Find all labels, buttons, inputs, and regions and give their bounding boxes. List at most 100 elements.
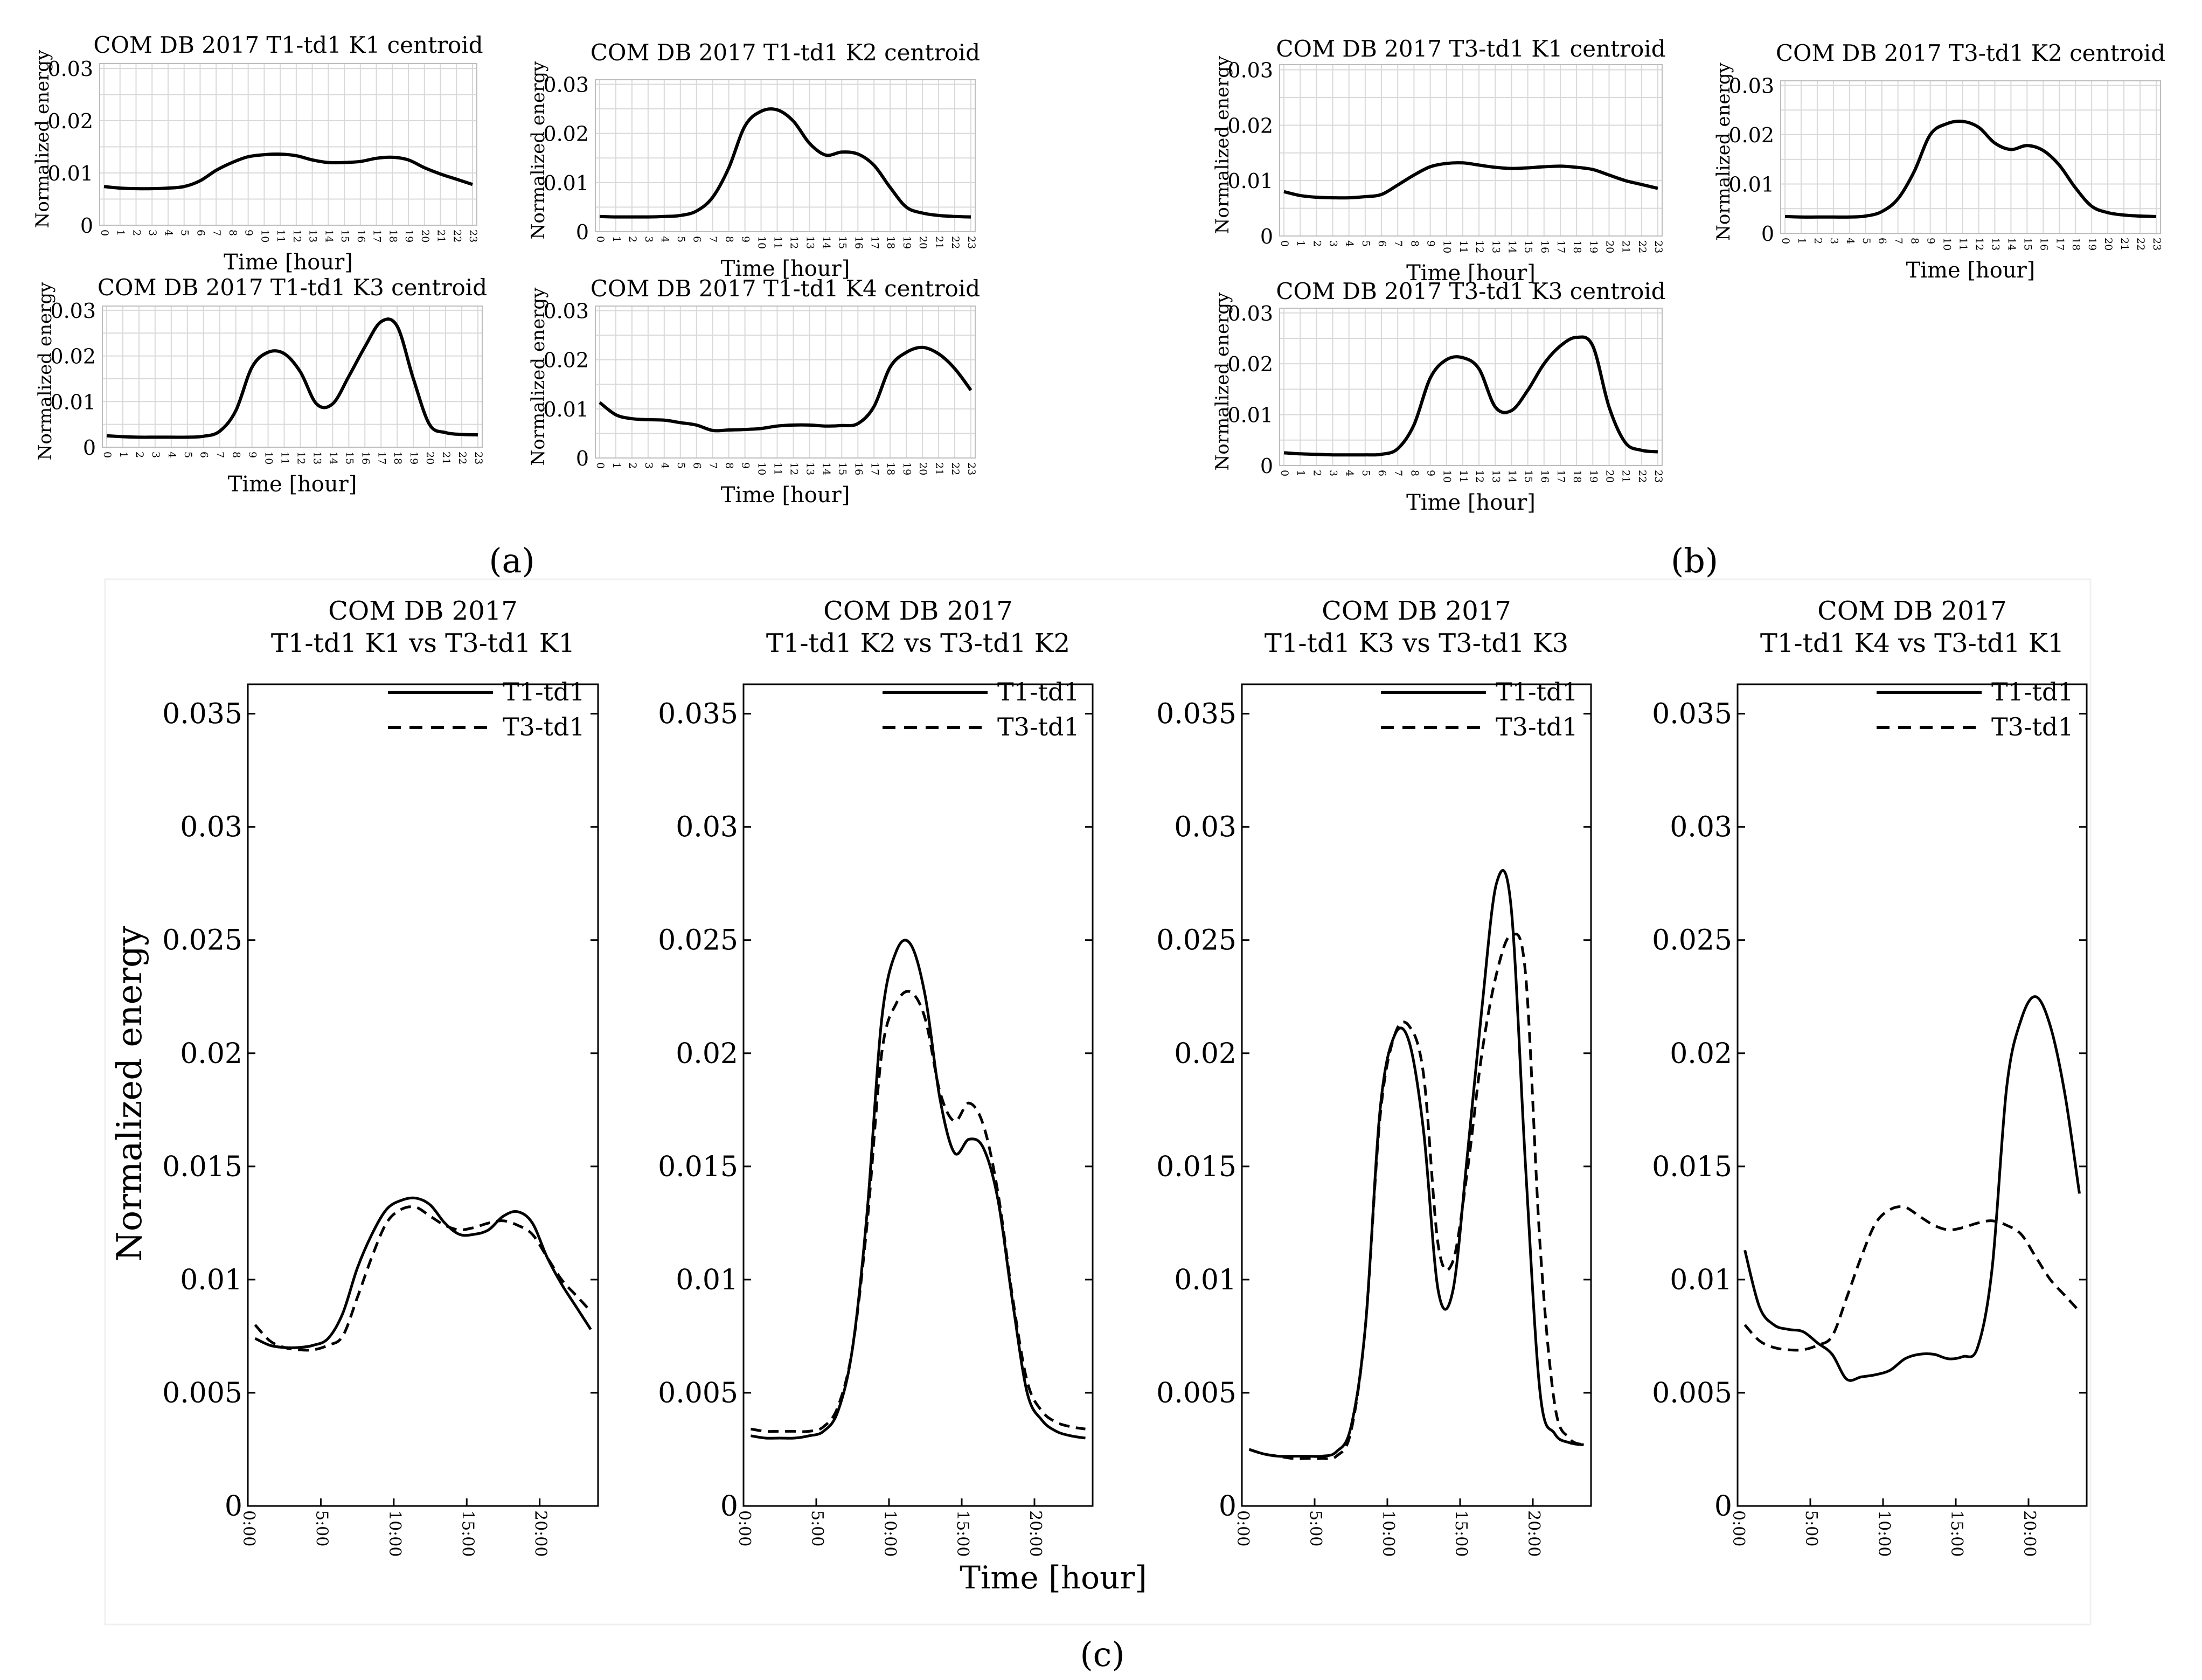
x-tick-label: 5 bbox=[675, 236, 687, 242]
legend-label: T1-td1 bbox=[1496, 677, 1578, 706]
x-tick-label: 10 bbox=[1941, 238, 1953, 251]
series-line bbox=[1784, 119, 2157, 219]
plot-frame bbox=[102, 306, 483, 448]
x-tick-label: 14 bbox=[2005, 238, 2017, 251]
x-tick-label: 15 bbox=[339, 230, 351, 242]
series-line-t1-td1 bbox=[1743, 995, 2081, 1382]
x-tick-label: 2 bbox=[1311, 470, 1323, 476]
x-tick-label: 7 bbox=[214, 452, 226, 458]
y-tick-label: 0.03 bbox=[543, 299, 589, 323]
y-axis-label: Normalized energy bbox=[527, 61, 549, 239]
x-tick-label: 4 bbox=[659, 236, 671, 242]
chart-subtitle: T1-td1 K2 vs T3-td1 K2 bbox=[766, 628, 1070, 658]
x-tick-label: 5 bbox=[1860, 238, 1872, 244]
x-tick-label: 8 bbox=[1408, 240, 1420, 247]
y-tick-label: 0 bbox=[1260, 225, 1273, 248]
x-tick-label: 19 bbox=[2086, 238, 2098, 251]
chart-t3-k1-centroid: COM DB 2017 T3-td1 K1 centroid 0 0.01 0.02 0… bbox=[1212, 36, 1666, 286]
y-tick-label: 0.01 bbox=[47, 162, 93, 185]
x-tick-label: 8 bbox=[724, 236, 735, 242]
x-axis-label: Time [hour] bbox=[960, 1559, 1147, 1596]
x-tick-label: 1 bbox=[1295, 470, 1307, 476]
x-tick-label: 8 bbox=[1909, 238, 1921, 244]
x-tick-label: 13 bbox=[307, 230, 319, 242]
chart-t3-k3-centroid: COM DB 2017 T3-td1 K3 centroid 0 0.01 0.02 0… bbox=[1212, 278, 1666, 515]
y-tick-label: 0.01 bbox=[676, 1264, 738, 1296]
x-tick-label: 17 bbox=[1555, 240, 1567, 253]
x-tick-label: 6 bbox=[195, 230, 206, 236]
x-tick-label: 8 bbox=[231, 452, 242, 458]
x-tick-label: 0 bbox=[594, 236, 606, 242]
legend-label: T3-td1 bbox=[1496, 712, 1578, 741]
x-tick-label: 4 bbox=[1844, 238, 1856, 244]
panel-a-small-charts: COM DB 2017 T1-td1 K1 centroid 0 0.01 0.02 0… bbox=[32, 32, 980, 508]
x-tick-label: 10 bbox=[756, 236, 768, 249]
y-tick-label: 0.01 bbox=[1728, 172, 1774, 196]
x-tick-label: 18 bbox=[885, 462, 897, 475]
y-tick-label: 0.01 bbox=[1670, 1264, 1732, 1296]
chart-title: COM DB 2017 T1-td1 K1 centroid bbox=[93, 32, 483, 58]
x-tick-label: 20 bbox=[424, 452, 436, 464]
series-line-t3-td1 bbox=[254, 1205, 592, 1352]
x-tick-label: 19 bbox=[1587, 240, 1599, 253]
x-tick-label: 17 bbox=[371, 230, 383, 242]
chart-title: COM DB 2017 T3-td1 K1 centroid bbox=[1276, 36, 1665, 62]
y-tick-label: 0.015 bbox=[1156, 1151, 1237, 1183]
x-tick-label: 5 bbox=[179, 230, 191, 236]
y-tick-label: 0.03 bbox=[1670, 811, 1732, 844]
y-tick-label: 0.02 bbox=[1227, 352, 1273, 376]
y-tick-label: 0.025 bbox=[1156, 925, 1237, 957]
x-axis-label: Time [hour] bbox=[1906, 258, 2036, 283]
x-tick-label: 13 bbox=[311, 452, 323, 464]
x-tick-label: 4 bbox=[166, 452, 178, 458]
x-tick-label: 21 bbox=[440, 452, 452, 464]
chart-subtitle: T1-td1 K3 vs T3-td1 K3 bbox=[1265, 628, 1568, 658]
x-tick-label: 10 bbox=[263, 452, 275, 464]
x-tick-label: 12 bbox=[1474, 470, 1485, 483]
chart-subtitle: T1-td1 K1 vs T3-td1 K1 bbox=[271, 628, 575, 658]
x-tick-label: 17 bbox=[1555, 470, 1567, 483]
x-axis-label: Time [hour] bbox=[721, 256, 850, 281]
x-tick-label: 16 bbox=[852, 462, 864, 475]
series-line bbox=[1283, 335, 1658, 457]
panel-c-frame bbox=[104, 578, 2092, 1626]
y-tick-label: 0.03 bbox=[1227, 302, 1273, 325]
y-axis-label: Normalized energy bbox=[1713, 62, 1734, 240]
x-tick-label: 17 bbox=[376, 452, 387, 464]
x-tick-label: 21 bbox=[933, 236, 945, 249]
legend-label: T1-td1 bbox=[997, 677, 1080, 706]
x-tick-label: 13 bbox=[1490, 240, 1502, 253]
x-tick-label: 14 bbox=[1506, 470, 1518, 483]
figure-label-b: (b) bbox=[1671, 541, 1718, 580]
x-tick-label: 23 bbox=[1652, 470, 1664, 483]
x-tick-label: 15 bbox=[2022, 238, 2033, 251]
x-tick-label: 0 bbox=[594, 462, 606, 469]
x-tick-label: 22 bbox=[949, 236, 961, 249]
x-tick-label: 18 bbox=[1571, 470, 1583, 483]
chart-t3-k2-centroid: COM DB 2017 T3-td1 K2 centroid 0 0.01 0.02 0… bbox=[1713, 40, 2165, 283]
x-tick-label: 6 bbox=[198, 452, 210, 458]
y-axis-label: Normalized energy bbox=[32, 50, 53, 228]
y-tick-label: 0.005 bbox=[1652, 1377, 1732, 1410]
plot-frame bbox=[247, 683, 599, 1507]
y-axis-label: Normalized energy bbox=[1212, 55, 1233, 234]
y-axis-label: Normalized energy bbox=[34, 282, 56, 460]
x-tick-label: 6 bbox=[1376, 240, 1388, 247]
x-tick-label: 0 bbox=[99, 230, 110, 236]
y-tick-label: 0.02 bbox=[1174, 1038, 1237, 1070]
y-tick-label: 0 bbox=[1260, 454, 1273, 478]
series-line-t3-td1 bbox=[1248, 933, 1585, 1461]
x-tick-label: 15:00 bbox=[458, 1510, 477, 1557]
legend-label: T3-td1 bbox=[1991, 712, 2074, 741]
y-tick-label: 0 bbox=[1219, 1490, 1237, 1523]
x-tick-label: 4 bbox=[659, 462, 671, 469]
x-tick-label: 16 bbox=[1539, 470, 1551, 483]
x-tick-label: 18 bbox=[885, 236, 897, 249]
plot-frame bbox=[1279, 308, 1663, 466]
x-tick-label: 22 bbox=[949, 462, 961, 475]
x-tick-label: 13 bbox=[804, 462, 816, 475]
y-tick-label: 0 bbox=[225, 1490, 242, 1523]
